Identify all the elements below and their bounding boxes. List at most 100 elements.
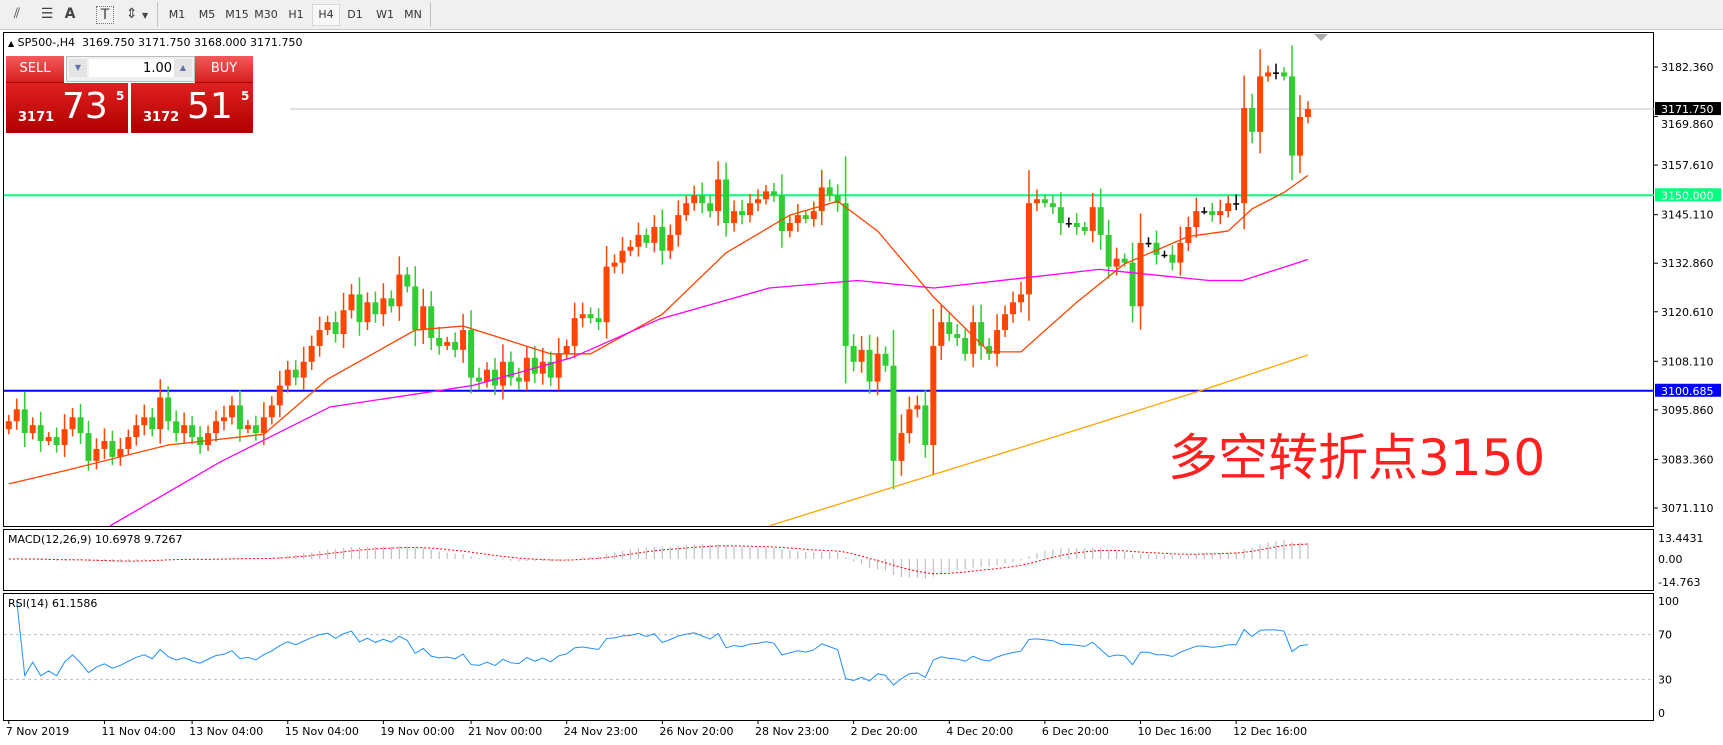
candle-down: [21, 409, 28, 434]
candle-down: [1288, 76, 1295, 156]
rsi-pane-border: [3, 593, 1654, 721]
current-price-label: 3171.750: [1661, 103, 1714, 116]
candle-down: [1049, 203, 1056, 208]
candle-up: [1025, 203, 1032, 295]
candle-down: [388, 298, 395, 307]
lot-input[interactable]: [89, 59, 174, 77]
symbol-label: SP500-,H4: [17, 36, 76, 49]
candle-up: [683, 203, 690, 216]
price-tick-label: 3108.110: [1661, 355, 1714, 368]
tab-mn[interactable]: MN: [404, 8, 422, 21]
candle-up: [276, 385, 283, 406]
buy-price-sup: 5: [241, 89, 250, 103]
candle-up: [1257, 76, 1264, 132]
candle-up: [300, 361, 307, 378]
candle-up: [1217, 211, 1224, 216]
tab-d1[interactable]: D1: [347, 8, 363, 21]
candle-up: [1296, 116, 1303, 156]
candle-up: [380, 298, 387, 315]
decrease-lot-button[interactable]: ▼: [69, 59, 87, 77]
sell-price-big: 73: [62, 86, 108, 127]
candle-down: [1073, 223, 1080, 227]
candle-up: [619, 250, 626, 263]
price-tick-label: 3095.860: [1661, 404, 1714, 417]
candle-up: [747, 203, 754, 216]
tab-m5[interactable]: M5: [198, 8, 216, 21]
candle-up: [1241, 108, 1248, 204]
candle-down: [404, 274, 411, 287]
candle-up: [348, 294, 355, 311]
candle-down: [53, 437, 60, 446]
candle-down: [252, 425, 259, 434]
tab-w1[interactable]: W1: [376, 8, 394, 21]
elliott-wave-icon[interactable]: ⫽: [13, 6, 21, 22]
candle-up: [906, 409, 913, 434]
fibonacci-fan-icon[interactable]: ☰: [40, 6, 54, 22]
candle-down: [587, 314, 594, 319]
price-tick-label: 3132.860: [1661, 257, 1714, 270]
candle-up: [786, 223, 793, 231]
candle-up: [13, 409, 20, 422]
candle-down: [292, 369, 299, 378]
candle-down: [842, 203, 849, 346]
candle-down: [109, 441, 116, 457]
tab-h4[interactable]: H4: [312, 4, 340, 26]
text-label-icon[interactable]: T: [96, 6, 114, 24]
candle-up: [205, 433, 212, 446]
candle-up: [133, 425, 140, 438]
level-price-tag: [1655, 383, 1721, 397]
candle-down: [1201, 211, 1208, 213]
date-tick-label: 10 Dec 16:00: [1138, 725, 1212, 738]
sell-button[interactable]: SELL: [6, 56, 64, 83]
candle-down: [332, 322, 339, 335]
candle-down: [962, 337, 969, 354]
rsi-line: [16, 600, 1308, 686]
tab-m1[interactable]: M1: [168, 8, 186, 21]
date-tick-label: 4 Dec 20:00: [946, 725, 1013, 738]
price-tick-label: 3145.110: [1661, 209, 1714, 222]
rsi-tick-label: 70: [1658, 629, 1672, 642]
ohlc-values: 3169.750 3171.750 3168.000 3171.750: [82, 36, 303, 49]
tab-h1[interactable]: H1: [288, 8, 304, 21]
candle-down: [1153, 242, 1160, 255]
level-price-label: 3150.000: [1661, 189, 1714, 202]
candle-up: [340, 310, 347, 335]
candle-up: [571, 318, 578, 346]
price-tick-label: 3157.610: [1661, 159, 1714, 172]
sell-price-button[interactable]: 3171 73 5: [6, 83, 128, 133]
candle-down: [834, 195, 841, 204]
candle-down: [1233, 203, 1240, 205]
toolbar: ⫽ ☰ A T ⇕ ▼ M1 M5 M15 M30 H1 H4 D1 W1 MN: [0, 0, 1723, 30]
increase-lot-button[interactable]: ▲: [174, 59, 192, 77]
candle-up: [898, 433, 905, 461]
tab-m15[interactable]: M15: [225, 8, 249, 21]
chart-annotation-text[interactable]: 多空转折点3150: [1168, 429, 1546, 487]
candle-up: [69, 417, 76, 430]
candle-up: [651, 226, 658, 243]
date-tick-label: 2 Dec 20:00: [851, 725, 918, 738]
candle-up: [213, 421, 220, 434]
candle-up: [244, 425, 251, 430]
tab-m30[interactable]: M30: [254, 8, 278, 21]
candle-up: [125, 437, 132, 449]
candle-up: [101, 441, 108, 449]
level-price-tag: [1655, 188, 1721, 202]
chevron-down-icon[interactable]: ▼: [142, 11, 149, 20]
buy-button[interactable]: BUY: [195, 56, 253, 83]
candle-down: [1281, 72, 1287, 77]
text-icon[interactable]: A: [64, 6, 76, 22]
candle-up: [1225, 203, 1232, 212]
buy-price-button[interactable]: 3172 51 5: [131, 83, 253, 133]
candle-up: [364, 302, 371, 323]
candle-down: [707, 203, 714, 212]
rsi-tick-label: 30: [1658, 673, 1672, 686]
candle-up: [1137, 242, 1144, 307]
buy-price-prefix: 3172: [143, 110, 180, 125]
chart-shift-marker-icon[interactable]: [1314, 34, 1328, 41]
axes: 3182.360 3169.860 3157.610 3145.110 3132.860…: [6, 61, 1721, 738]
arrows-icon[interactable]: ⇕ ▼: [122, 4, 152, 24]
candle-up: [731, 211, 738, 224]
current-price-tag: [1655, 102, 1721, 116]
candle-down: [986, 345, 993, 354]
